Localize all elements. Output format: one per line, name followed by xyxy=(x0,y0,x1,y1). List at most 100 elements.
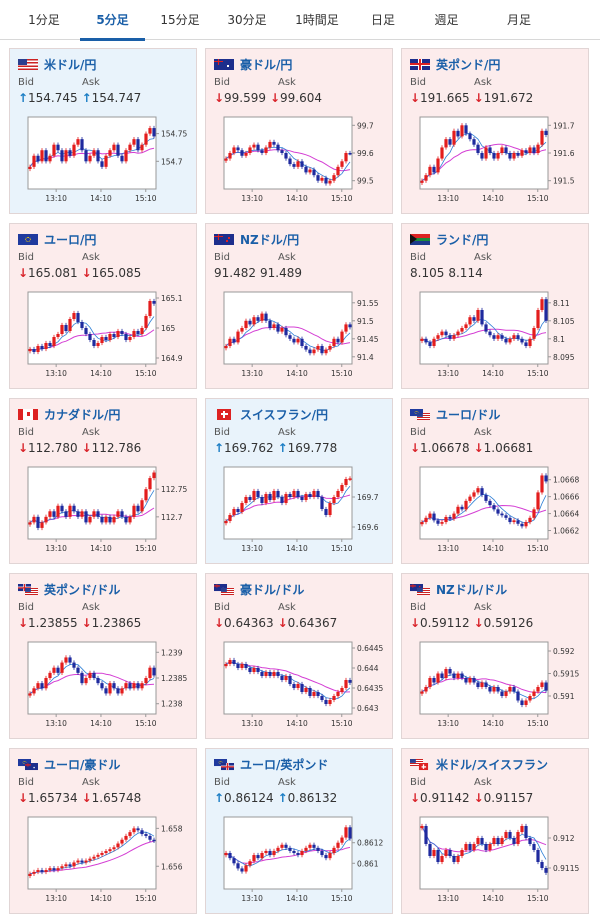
rate-card[interactable]: 米ドル/円 Bid Ask ↑154.745 ↑154.747 154.75 154.7 13… xyxy=(9,48,197,214)
pair-name[interactable]: NZドル/ドル xyxy=(436,582,508,597)
pair-name[interactable]: カナダドル/円 xyxy=(44,407,121,422)
candle xyxy=(520,336,524,345)
candlestick-chart[interactable]: 99.7 99.6 99.5 13:10 14:10 15:10 xyxy=(210,113,388,209)
candle xyxy=(316,488,320,500)
pair-name[interactable]: ユーロ/円 xyxy=(44,232,97,247)
candle xyxy=(232,145,236,156)
candle xyxy=(464,123,468,136)
pair-name[interactable]: ユーロ/ドル xyxy=(436,407,501,422)
candlestick-chart[interactable]: 154.75 154.7 13:10 14:10 15:10 xyxy=(14,113,192,209)
ask-price: 8.114 xyxy=(448,266,483,280)
candlestick-chart[interactable]: 0.592 0.5915 0.591 13:10 14:10 15:10 xyxy=(406,638,584,734)
candlestick-chart[interactable]: 1.658 1.656 13:10 14:10 15:10 xyxy=(14,813,192,909)
pair-name[interactable]: 豪ドル/円 xyxy=(240,57,293,72)
tab-1[interactable]: 5分足 xyxy=(80,0,145,41)
bid-price: ↓1.06678 xyxy=(410,441,470,455)
tab-6[interactable]: 週足 xyxy=(434,13,459,27)
tab-5[interactable]: 日足 xyxy=(370,13,395,27)
rate-card[interactable]: 豪ドル/円 Bid Ask ↓99.599 ↓99.604 99.7 99.6 99.5 13:… xyxy=(205,48,393,214)
pair-name[interactable]: 米ドル/スイスフラン xyxy=(436,757,549,772)
pair-name[interactable]: ユーロ/豪ドル xyxy=(44,757,121,772)
candle xyxy=(60,864,64,871)
bid-price: ↓191.665 xyxy=(410,91,470,105)
bid-price: ↓1.23855 xyxy=(18,616,78,630)
candle xyxy=(108,514,112,525)
ma-short-line xyxy=(225,147,351,180)
rate-card[interactable]: ユーロ/ドル Bid Ask ↓1.06678 ↓1.06681 1.0668 1.0666… xyxy=(401,398,589,564)
rate-card[interactable]: NZドル/円 Bid Ask 91.482 91.489 91.55 91.5 91.45 91… xyxy=(205,223,393,389)
candle xyxy=(496,333,500,341)
rate-card[interactable]: 豪ドル/ドル Bid Ask ↓0.64363 ↓0.64367 0.6445 0.644 0… xyxy=(205,573,393,739)
tab-4[interactable]: 1時間足 xyxy=(295,13,339,27)
candlestick-chart[interactable]: 191.7 191.6 191.5 13:10 14:10 15:10 xyxy=(406,113,584,209)
candle xyxy=(292,488,296,500)
rate-card[interactable]: ユーロ/英ポンド Bid Ask ↑0.86124 ↑0.86132 0.8612 0.86… xyxy=(205,748,393,914)
candlestick-chart[interactable]: 112.75 112.7 13:10 14:10 15:10 xyxy=(14,463,192,559)
candle xyxy=(536,847,540,865)
candle xyxy=(308,491,312,500)
pair-name[interactable]: 英ポンド/円 xyxy=(436,57,501,72)
candlestick-chart[interactable]: 1.0668 1.0666 1.0664 1.0662 13:10 14:10 15:10 xyxy=(406,463,584,559)
rate-card[interactable]: ユーロ/豪ドル Bid Ask ↓1.65734 ↓1.65748 1.658 1.656 1… xyxy=(9,748,197,914)
candle xyxy=(524,823,528,841)
y-tick-label: 1.0668 xyxy=(553,476,579,485)
candle xyxy=(252,315,256,327)
candle xyxy=(28,691,32,698)
candlestick-chart[interactable]: 0.912 0.9115 13:10 14:10 15:10 xyxy=(406,813,584,909)
candle xyxy=(308,685,312,699)
tab-3[interactable]: 30分足 xyxy=(227,13,267,27)
rate-card[interactable]: スイスフラン/円 Bid Ask ↑169.762 ↑169.778 169.7 169.6… xyxy=(205,398,393,564)
candle xyxy=(336,164,340,178)
rate-card[interactable]: ユーロ/円 Bid Ask ↓165.081 ↓165.085 165.1 165 164.9… xyxy=(9,223,197,389)
candlestick-chart[interactable]: 0.8612 0.861 13:10 14:10 15:10 xyxy=(210,813,388,909)
tab-0[interactable]: 1分足 xyxy=(28,13,60,27)
rate-card[interactable]: ランド/円 Bid Ask 8.105 8.114 8.11 8.105 8.1 8.095 13… xyxy=(401,223,589,389)
pair-name[interactable]: NZドル/円 xyxy=(240,232,300,247)
pair-name[interactable]: ユーロ/英ポンド xyxy=(240,757,329,772)
pair-name[interactable]: 米ドル/円 xyxy=(44,57,97,72)
candlestick-chart[interactable]: 0.6445 0.644 0.6435 0.643 13:10 14:10 15:10 xyxy=(210,638,388,734)
candlestick-chart[interactable]: 1.239 1.2385 1.238 13:10 14:10 15:10 xyxy=(14,638,192,734)
bid-price: ↑169.762 xyxy=(214,441,274,455)
candle xyxy=(348,825,352,841)
tab-2[interactable]: 15分足 xyxy=(160,13,200,27)
candle xyxy=(440,145,444,161)
candle xyxy=(72,142,76,158)
candle xyxy=(140,680,144,691)
candlestick-chart[interactable]: 165.1 165 164.9 13:10 14:10 15:10 xyxy=(14,288,192,384)
pair-name[interactable]: 豪ドル/ドル xyxy=(240,582,305,597)
rate-card[interactable]: 米ドル/スイスフラン Bid Ask ↓0.91142 ↓0.91157 0.912 0.9… xyxy=(401,748,589,914)
rate-card[interactable]: カナダドル/円 Bid Ask ↓112.780 ↓112.786 112.75 112.7… xyxy=(9,398,197,564)
candle xyxy=(500,835,504,847)
candle xyxy=(148,665,152,681)
candlestick-chart[interactable]: 91.55 91.5 91.45 91.4 13:10 14:10 15:10 xyxy=(210,288,388,384)
chart-svg: 8.11 8.105 8.1 8.095 13:10 14:10 15:10 xyxy=(419,291,575,378)
ask-label: Ask xyxy=(474,777,492,788)
rate-card[interactable]: NZドル/ドル Bid Ask ↓0.59112 ↓0.59126 0.592 0.5915… xyxy=(401,573,589,739)
price-values: ↓165.081 ↓165.085 xyxy=(18,266,145,280)
tab-7[interactable]: 月足 xyxy=(506,13,531,27)
candlestick-chart[interactable]: 169.7 169.6 13:10 14:10 15:10 xyxy=(210,463,388,559)
x-tick-label: 14:10 xyxy=(482,369,504,378)
pair-name[interactable]: スイスフラン/円 xyxy=(240,407,329,422)
candle xyxy=(80,858,84,865)
bid-label: Bid xyxy=(214,252,230,263)
candle xyxy=(64,509,68,520)
candle xyxy=(64,655,68,665)
down-arrow-icon: ↓ xyxy=(81,791,92,805)
candle xyxy=(76,858,80,865)
candle xyxy=(448,514,452,521)
candle xyxy=(28,520,32,527)
candle xyxy=(316,343,320,352)
candlestick-chart[interactable]: 8.11 8.105 8.1 8.095 13:10 14:10 15:10 xyxy=(406,288,584,384)
rate-card[interactable]: 英ポンド/円 Bid Ask ↓191.665 ↓191.672 191.7 191.6 19… xyxy=(401,48,589,214)
candle xyxy=(32,153,36,170)
down-arrow-icon: ↓ xyxy=(214,91,225,105)
gb-us-flag-icon xyxy=(18,583,38,595)
pair-name[interactable]: 英ポンド/ドル xyxy=(44,582,121,597)
rate-card[interactable]: 英ポンド/ドル Bid Ask ↓1.23855 ↓1.23865 1.239 1.2385… xyxy=(9,573,197,739)
pair-name[interactable]: ランド/円 xyxy=(436,232,489,247)
down-arrow-icon: ↓ xyxy=(214,616,225,630)
candle xyxy=(420,336,424,344)
y-tick-label: 1.2385 xyxy=(161,674,187,683)
